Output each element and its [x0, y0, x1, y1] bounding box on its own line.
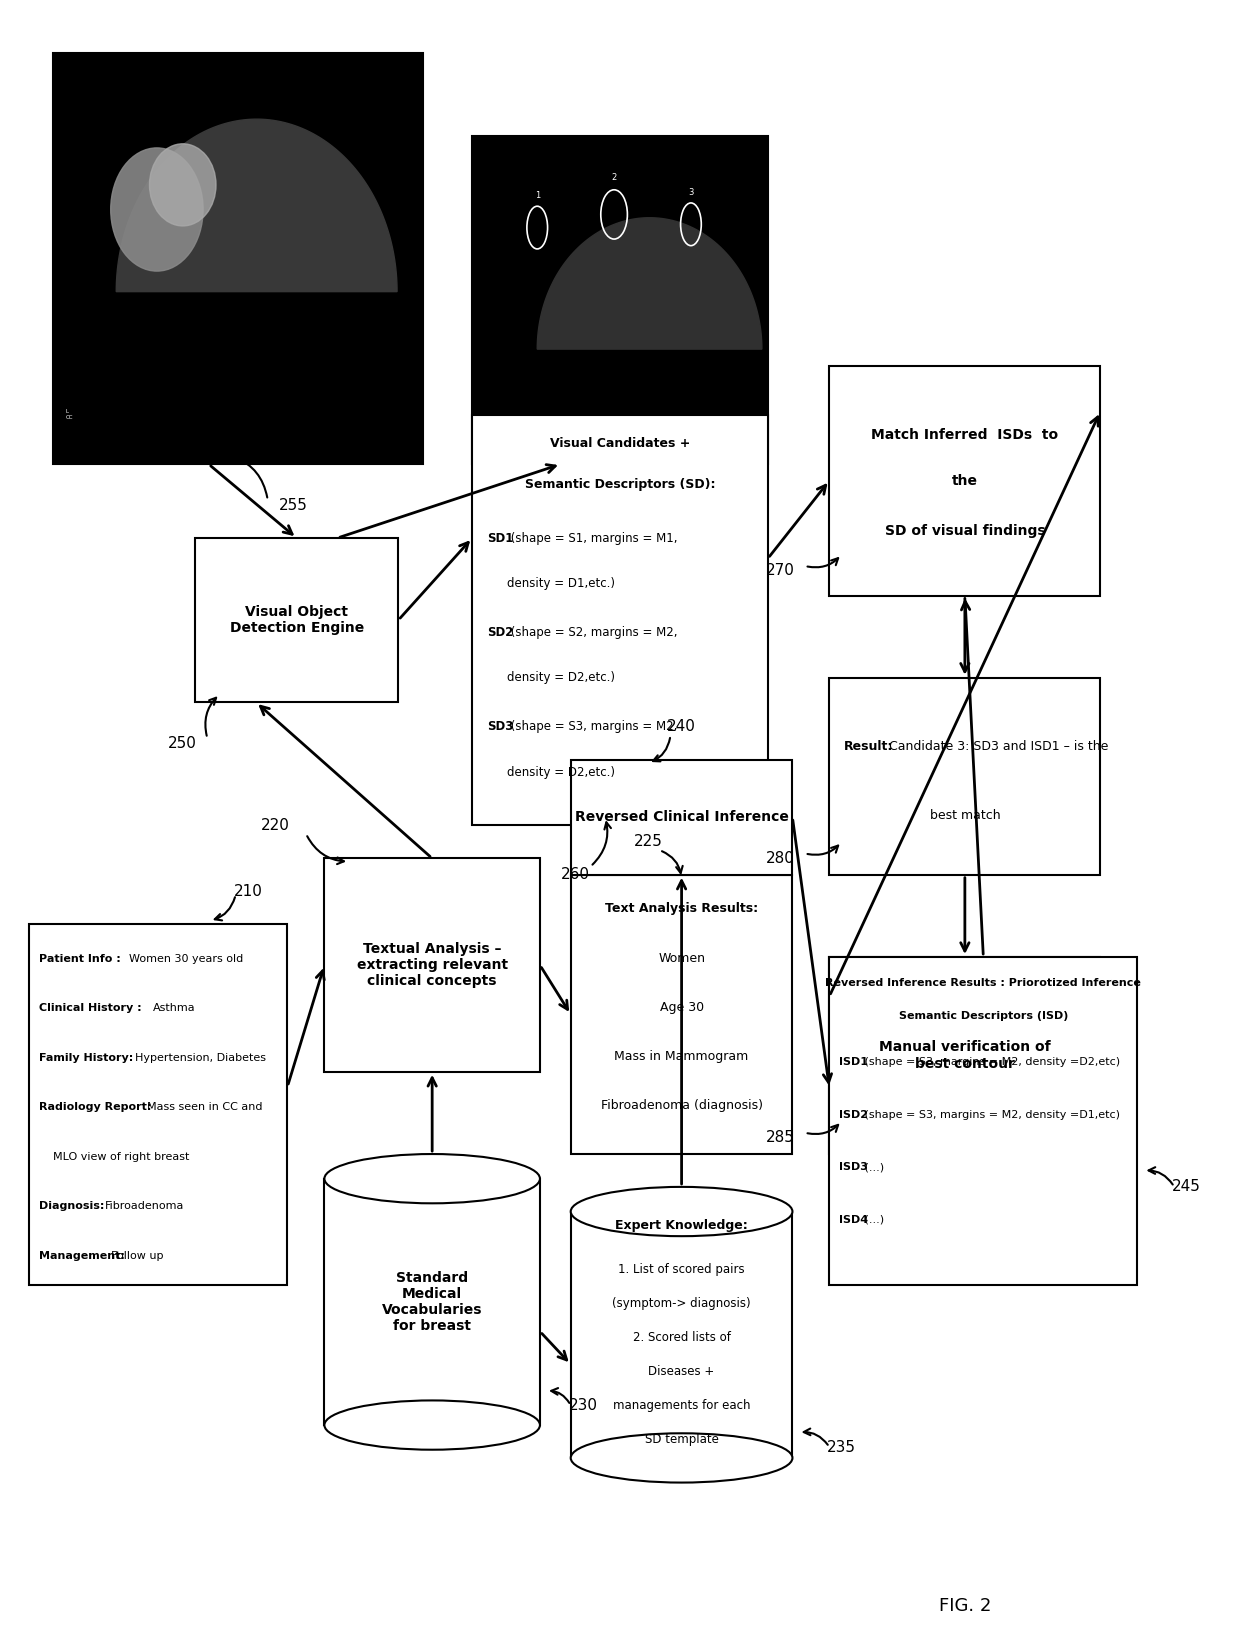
FancyBboxPatch shape	[29, 925, 288, 1286]
Text: 210: 210	[234, 883, 263, 898]
Text: Diseases +: Diseases +	[649, 1365, 714, 1379]
Text: ISD4: ISD4	[839, 1215, 868, 1225]
Text: 1. List of scored pairs: 1. List of scored pairs	[619, 1263, 745, 1276]
Text: (shape = S3, margins = M2,: (shape = S3, margins = M2,	[507, 720, 677, 733]
FancyBboxPatch shape	[472, 414, 768, 826]
Ellipse shape	[325, 1400, 539, 1450]
Text: ISD3: ISD3	[839, 1162, 868, 1172]
Text: SD1: SD1	[487, 532, 513, 545]
Text: (...): (...)	[862, 1215, 884, 1225]
Text: 270: 270	[765, 563, 795, 578]
Polygon shape	[117, 119, 397, 292]
Ellipse shape	[150, 144, 216, 226]
Text: Radiology Report:: Radiology Report:	[38, 1103, 155, 1113]
Ellipse shape	[325, 1154, 539, 1204]
Text: best match: best match	[930, 809, 1001, 822]
Text: density = D2,etc.): density = D2,etc.)	[507, 672, 615, 684]
Text: 2. Scored lists of: 2. Scored lists of	[632, 1331, 730, 1344]
Text: Textual Analysis –
extracting relevant
clinical concepts: Textual Analysis – extracting relevant c…	[357, 943, 507, 989]
Text: 3: 3	[688, 188, 693, 196]
Text: Fibroadenoma: Fibroadenoma	[105, 1202, 185, 1212]
Text: (shape = S2, margins = M2,: (shape = S2, margins = M2,	[507, 626, 677, 639]
FancyBboxPatch shape	[325, 859, 539, 1071]
Ellipse shape	[570, 1187, 792, 1237]
Text: 280: 280	[765, 850, 795, 865]
Text: Fibroadenoma (diagnosis): Fibroadenoma (diagnosis)	[600, 1098, 763, 1111]
Text: 250: 250	[169, 736, 197, 751]
Text: 235: 235	[827, 1440, 856, 1455]
Text: 1: 1	[534, 192, 539, 200]
Text: (shape = S1, margins = M1,: (shape = S1, margins = M1,	[507, 532, 677, 545]
Polygon shape	[537, 218, 761, 348]
Text: Asthma: Asthma	[154, 1004, 196, 1014]
Text: density = D1,etc.): density = D1,etc.)	[507, 576, 615, 589]
FancyBboxPatch shape	[53, 53, 423, 464]
Text: managements for each: managements for each	[613, 1398, 750, 1412]
Text: (shape = S3, margins = M2, density =D1,etc): (shape = S3, margins = M2, density =D1,e…	[862, 1109, 1121, 1119]
Text: 2: 2	[611, 173, 616, 182]
Text: L
CC: L CC	[485, 419, 492, 431]
FancyBboxPatch shape	[195, 538, 398, 702]
Text: the: the	[952, 474, 978, 487]
Text: Women 30 years old: Women 30 years old	[129, 954, 243, 964]
Text: Visual Object
Detection Engine: Visual Object Detection Engine	[229, 604, 363, 636]
Text: Result:: Result:	[844, 740, 894, 753]
Text: SD template: SD template	[645, 1433, 718, 1446]
Text: 225: 225	[634, 834, 662, 849]
FancyBboxPatch shape	[325, 1179, 539, 1425]
Text: Expert Knowledge:: Expert Knowledge:	[615, 1218, 748, 1232]
FancyBboxPatch shape	[830, 958, 1137, 1286]
FancyBboxPatch shape	[830, 677, 1100, 875]
Text: Reversed Inference Results : Priorotized Inference: Reversed Inference Results : Priorotized…	[826, 977, 1141, 989]
FancyBboxPatch shape	[570, 759, 792, 875]
Text: Visual Candidates +: Visual Candidates +	[549, 438, 691, 451]
Text: (shape = S3, margins = M2, density =D2,etc): (shape = S3, margins = M2, density =D2,e…	[862, 1057, 1121, 1067]
Text: SD of visual findings: SD of visual findings	[884, 523, 1045, 538]
Text: SD2: SD2	[487, 626, 513, 639]
Text: L
CC: L CC	[66, 409, 73, 421]
Text: ISD1: ISD1	[839, 1057, 868, 1067]
Text: Semantic Descriptors (ISD): Semantic Descriptors (ISD)	[899, 1010, 1068, 1020]
FancyBboxPatch shape	[570, 1212, 792, 1458]
Text: Family History:: Family History:	[38, 1053, 136, 1063]
Text: Text Analysis Results:: Text Analysis Results:	[605, 901, 758, 915]
Text: Hypertension, Diabetes: Hypertension, Diabetes	[135, 1053, 267, 1063]
Text: 245: 245	[1172, 1179, 1202, 1194]
Text: 255: 255	[279, 497, 308, 513]
FancyBboxPatch shape	[570, 875, 792, 1154]
Text: SD3: SD3	[487, 720, 513, 733]
Text: Age 30: Age 30	[660, 1001, 703, 1014]
Text: 220: 220	[260, 817, 290, 834]
Text: Candidate 3: SD3 and ISD1 – is the: Candidate 3: SD3 and ISD1 – is the	[885, 740, 1109, 753]
Ellipse shape	[110, 149, 203, 271]
Text: 285: 285	[765, 1129, 795, 1146]
Text: (symptom-> diagnosis): (symptom-> diagnosis)	[613, 1298, 751, 1311]
Text: Standard
Medical
Vocabularies
for breast: Standard Medical Vocabularies for breast	[382, 1271, 482, 1332]
Text: Semantic Descriptors (SD):: Semantic Descriptors (SD):	[525, 479, 715, 490]
FancyBboxPatch shape	[830, 958, 1100, 1154]
Text: Match Inferred  ISDs  to: Match Inferred ISDs to	[872, 428, 1059, 441]
Text: Management:: Management:	[38, 1251, 129, 1261]
Text: density = D2,etc.): density = D2,etc.)	[507, 766, 615, 779]
Text: Reversed Clinical Inference: Reversed Clinical Inference	[574, 811, 789, 824]
FancyBboxPatch shape	[830, 365, 1100, 596]
Text: Mass in Mammogram: Mass in Mammogram	[615, 1050, 749, 1063]
Text: ISD2: ISD2	[839, 1109, 868, 1119]
Text: Follow up: Follow up	[112, 1251, 164, 1261]
Text: Mass seen in CC and: Mass seen in CC and	[148, 1103, 263, 1113]
Text: FIG. 2: FIG. 2	[939, 1597, 991, 1615]
Text: Clinical History :: Clinical History :	[38, 1004, 145, 1014]
Ellipse shape	[570, 1433, 792, 1483]
Text: Women: Women	[658, 953, 706, 966]
Text: 240: 240	[667, 720, 696, 735]
Text: Manual verification of
best contour: Manual verification of best contour	[879, 1040, 1050, 1070]
Text: 230: 230	[569, 1398, 598, 1413]
Text: Diagnosis:: Diagnosis:	[38, 1202, 108, 1212]
Text: 260: 260	[562, 867, 590, 882]
Text: (...): (...)	[862, 1162, 884, 1172]
Text: Patient Info :: Patient Info :	[38, 954, 124, 964]
Text: MLO view of right breast: MLO view of right breast	[53, 1152, 190, 1162]
FancyBboxPatch shape	[472, 135, 768, 464]
